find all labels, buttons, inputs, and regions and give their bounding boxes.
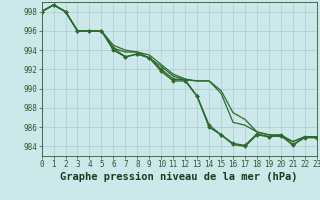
X-axis label: Graphe pression niveau de la mer (hPa): Graphe pression niveau de la mer (hPa) xyxy=(60,172,298,182)
